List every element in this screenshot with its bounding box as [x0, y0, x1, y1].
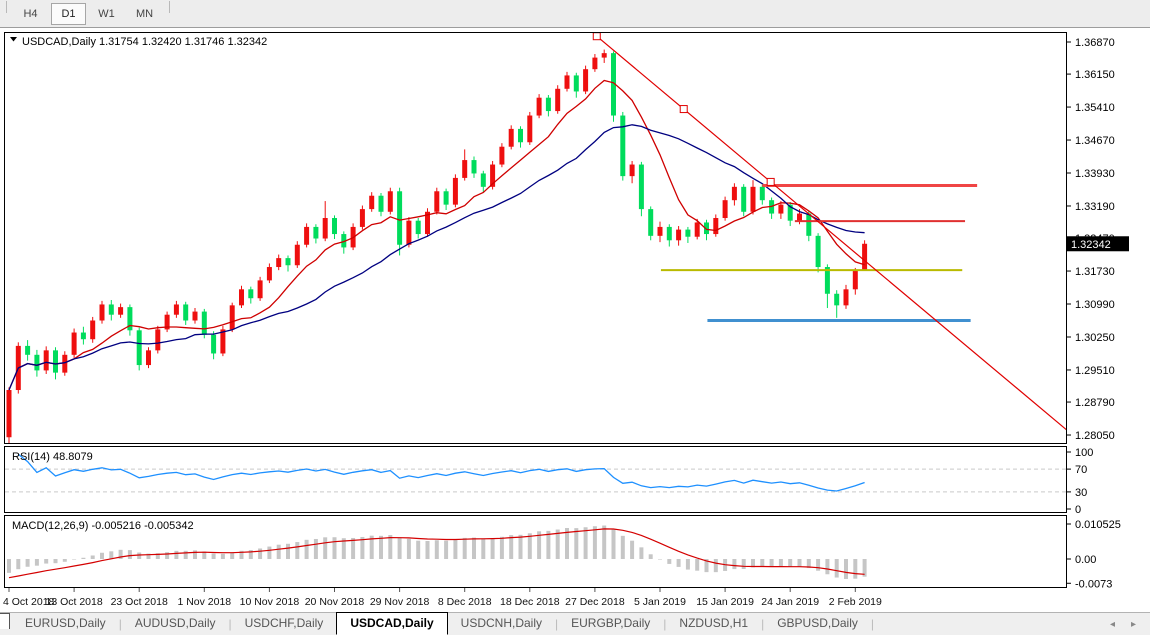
tab-gbpusd[interactable]: GBPUSD,Daily — [777, 616, 858, 630]
svg-text:100: 100 — [1075, 447, 1093, 459]
candles-layer — [6, 49, 868, 443]
rsi-panel[interactable] — [4, 446, 1067, 513]
timeframe-button-mn[interactable]: MN — [135, 7, 154, 20]
overlay-objects-layer[interactable] — [592, 33, 1083, 443]
svg-text:1 Nov 2018: 1 Nov 2018 — [177, 596, 231, 608]
toolbar-separator — [6, 1, 7, 13]
tab-scroll-right-icon[interactable]: ▸ — [1130, 619, 1136, 630]
tab-partial[interactable] — [0, 613, 10, 629]
price-panel[interactable] — [4, 32, 1067, 444]
svg-text:10 Nov 2018: 10 Nov 2018 — [240, 596, 300, 608]
sma-slow-line[interactable] — [8, 124, 865, 391]
svg-text:70: 70 — [1075, 464, 1087, 476]
svg-text:1.33190: 1.33190 — [1075, 201, 1115, 213]
timeframe-button-d1[interactable]: D1 — [51, 2, 86, 25]
tab-usdcad[interactable]: USDCAD,Daily — [336, 612, 448, 635]
tab-separator: | — [870, 617, 875, 631]
tab-separator: | — [118, 617, 122, 631]
rsi-line — [17, 453, 865, 492]
svg-text:1.32342: 1.32342 — [1071, 239, 1111, 251]
price-axis: 1.36870 1.36150 1.35410 1.34670 1.33930 1.331… — [1066, 37, 1129, 442]
timeframe-toolbar: H4 D1 W1 MN — [0, 0, 1150, 28]
chart-title: USDCAD,Daily 1.31754 1.32420 1.31746 1.3… — [22, 36, 267, 48]
svg-text:1.33930: 1.33930 — [1075, 168, 1115, 180]
current-price-tag — [1067, 236, 1129, 252]
toolbar-separator — [169, 1, 170, 13]
svg-text:1.31730: 1.31730 — [1075, 266, 1115, 278]
svg-text:1.36870: 1.36870 — [1075, 37, 1115, 49]
svg-text:8 Dec 2018: 8 Dec 2018 — [438, 596, 492, 608]
chart-menu-icon[interactable] — [10, 37, 17, 42]
svg-text:1.29510: 1.29510 — [1075, 365, 1115, 377]
tab-audusd[interactable]: AUDUSD,Daily — [134, 616, 216, 630]
macd-signal-line — [8, 528, 865, 579]
svg-text:24 Jan 2019: 24 Jan 2019 — [761, 596, 819, 608]
tab-separator: | — [555, 617, 559, 631]
tab-scroll-controls: ◂ ▸ — [1110, 619, 1150, 635]
svg-text:15 Jan 2019: 15 Jan 2019 — [696, 596, 754, 608]
sma-fast-line[interactable] — [8, 79, 865, 391]
svg-text:-0.0073: -0.0073 — [1075, 578, 1112, 590]
rsi-layer — [5, 453, 1066, 493]
timeframe-button-h4[interactable]: H4 — [23, 7, 38, 20]
svg-text:18 Dec 2018: 18 Dec 2018 — [500, 596, 560, 608]
svg-text:23 Oct 2018: 23 Oct 2018 — [111, 596, 168, 608]
svg-text:20 Nov 2018: 20 Nov 2018 — [305, 596, 365, 608]
tab-eurgbp[interactable]: EURGBP,Daily — [571, 616, 651, 630]
chart-area[interactable]: 1.36870 1.36150 1.35410 1.34670 1.33930 1.331… — [0, 29, 1150, 612]
svg-text:1.28790: 1.28790 — [1075, 397, 1115, 409]
svg-text:29 Nov 2018: 29 Nov 2018 — [370, 596, 430, 608]
svg-text:13 Oct 2018: 13 Oct 2018 — [45, 596, 102, 608]
tab-eurusd[interactable]: EURUSD,Daily — [25, 616, 106, 630]
svg-text:1.34670: 1.34670 — [1075, 135, 1115, 147]
svg-text:1.36150: 1.36150 — [1075, 69, 1115, 81]
trendline-handle-1[interactable] — [679, 105, 688, 114]
svg-text:27 Dec 2018: 27 Dec 2018 — [565, 596, 625, 608]
svg-text:2 Feb 2019: 2 Feb 2019 — [829, 596, 882, 608]
trendline[interactable] — [596, 35, 1083, 443]
rsi-label: RSI(14) 48.8079 — [12, 451, 93, 463]
macd-axis: 0.010525 0.00 -0.0073 — [1066, 519, 1121, 590]
svg-text:5 Jan 2019: 5 Jan 2019 — [634, 596, 686, 608]
trendline-handle-2[interactable] — [766, 177, 775, 186]
macd-panel[interactable] — [4, 515, 1067, 588]
trendline-handle-0[interactable] — [592, 33, 601, 41]
svg-text:4 Oct 2018: 4 Oct 2018 — [3, 596, 55, 608]
svg-text:1.28050: 1.28050 — [1075, 430, 1115, 442]
chart-tabs-bar: EURUSD,Daily | AUDUSD,Daily | USDCHF,Daily US… — [0, 612, 1150, 635]
svg-text:0: 0 — [1075, 504, 1081, 516]
tab-usdchf[interactable]: USDCHF,Daily — [244, 616, 324, 630]
tab-usdcnh[interactable]: USDCNH,Daily — [460, 616, 543, 630]
macd-label: MACD(12,26,9) -0.005216 -0.005342 — [12, 520, 194, 532]
tab-separator: | — [761, 617, 765, 631]
tab-nzdusd[interactable]: NZDUSD,H1 — [679, 616, 749, 630]
svg-text:1.35410: 1.35410 — [1075, 102, 1115, 114]
svg-text:1.30250: 1.30250 — [1075, 332, 1115, 344]
timeframe-button-w1[interactable]: W1 — [98, 7, 115, 20]
svg-text:0.010525: 0.010525 — [1075, 519, 1121, 531]
macd-layer — [7, 525, 867, 579]
tab-separator: | — [663, 617, 667, 631]
tab-scroll-left-icon[interactable]: ◂ — [1109, 619, 1115, 630]
svg-text:1.30990: 1.30990 — [1075, 299, 1115, 311]
svg-text:0.00: 0.00 — [1075, 554, 1096, 566]
svg-text:30: 30 — [1075, 487, 1087, 499]
rsi-axis: 100 70 30 0 — [1066, 447, 1093, 516]
tab-separator: | — [228, 617, 232, 631]
